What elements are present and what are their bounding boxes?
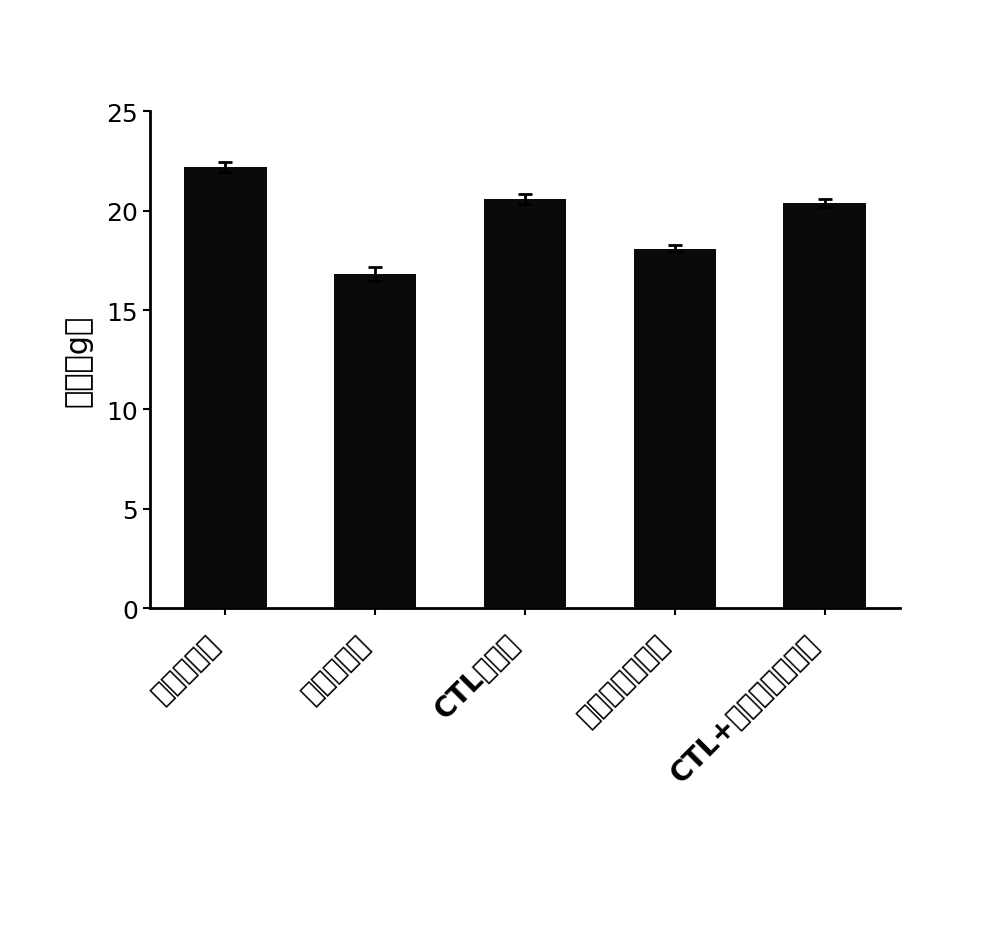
Bar (184, 168, 267, 608)
Y-axis label: 体重（g）: 体重（g） (63, 314, 92, 406)
Bar (783, 204, 866, 608)
Text: CTL治疗组: CTL治疗组 (430, 629, 525, 724)
Bar (484, 199, 566, 608)
Text: 空白对照组: 空白对照组 (147, 629, 225, 708)
Bar (334, 275, 416, 608)
Text: 模型对照组: 模型对照组 (297, 629, 375, 708)
Text: CTL+吉非替尼治疗组: CTL+吉非替尼治疗组 (666, 629, 825, 788)
Bar (634, 249, 716, 608)
Text: 吉非替尼治疗组: 吉非替尼治疗组 (573, 629, 675, 731)
